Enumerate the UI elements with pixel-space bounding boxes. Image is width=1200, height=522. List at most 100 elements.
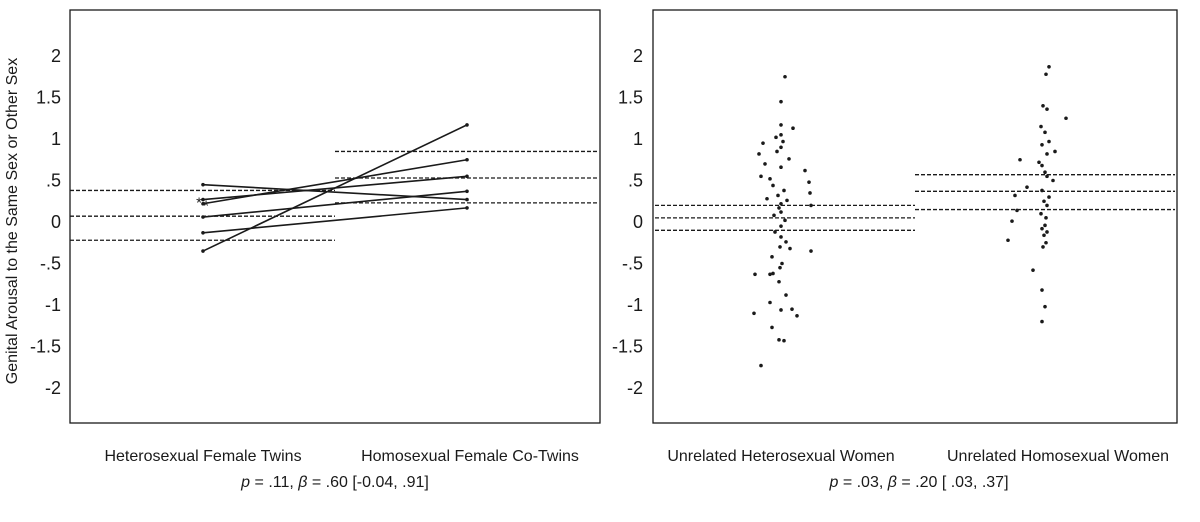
star-marker: * [203, 198, 209, 215]
data-point [777, 279, 781, 284]
data-point [465, 189, 469, 194]
data-point [779, 210, 783, 214]
y-tick-label: -.5 [622, 254, 643, 274]
data-point [1064, 116, 1068, 121]
y-tick-label: 0 [51, 212, 61, 232]
data-point [779, 99, 783, 104]
data-point [1053, 149, 1057, 154]
data-point [779, 308, 783, 312]
data-point [1047, 64, 1051, 69]
y-tick-label: 1.5 [36, 88, 61, 108]
data-point [776, 193, 780, 198]
data-point [808, 191, 812, 195]
data-point [201, 215, 205, 219]
data-point [465, 123, 469, 127]
data-point [759, 174, 763, 179]
data-point [1037, 160, 1041, 165]
y-tick-label: -1 [45, 295, 61, 315]
data-point [1041, 104, 1045, 108]
data-point [780, 261, 784, 266]
y-tick-label: -.5 [40, 254, 61, 274]
data-point [1025, 185, 1029, 189]
data-point [772, 213, 776, 218]
data-point [777, 338, 781, 342]
data-point [1040, 226, 1044, 231]
y-tick-label: -1 [627, 295, 643, 315]
data-point [771, 271, 775, 276]
data-point [778, 245, 782, 249]
pair-line [202, 190, 468, 218]
data-point [1013, 193, 1017, 198]
data-point [465, 206, 469, 210]
data-point [784, 293, 788, 297]
data-point [788, 246, 792, 251]
y-tick-label: 2 [51, 46, 61, 66]
data-point [771, 183, 775, 188]
data-point [782, 338, 786, 343]
pair-line [202, 207, 468, 234]
data-point [201, 182, 205, 187]
data-point [795, 313, 799, 318]
data-point [201, 230, 205, 235]
y-tick-label: -2 [45, 378, 61, 398]
data-point [807, 180, 811, 184]
data-point [1043, 304, 1047, 309]
data-point [1045, 203, 1049, 208]
pair-line [202, 158, 468, 205]
data-point [1006, 238, 1010, 243]
data-point [784, 240, 788, 244]
data-point [1045, 152, 1049, 156]
data-point [1039, 211, 1043, 216]
data-point [752, 311, 756, 316]
data-point [778, 265, 782, 270]
data-point [768, 300, 772, 305]
data-point [779, 165, 783, 170]
data-point [1043, 223, 1047, 228]
data-point [785, 198, 789, 203]
data-point [1047, 139, 1051, 144]
data-point [783, 74, 787, 79]
data-point [779, 235, 783, 239]
data-point [777, 206, 781, 210]
data-point [781, 139, 785, 144]
data-point [770, 325, 774, 330]
y-tick-label: .5 [46, 171, 61, 191]
data-point [1042, 233, 1046, 238]
pair-line [202, 183, 468, 201]
data-point [1040, 288, 1044, 292]
x-category-label: Homosexual Female Co-Twins [361, 448, 579, 465]
data-point [1044, 240, 1048, 245]
data-point [1039, 124, 1043, 129]
data-point [1043, 170, 1047, 174]
data-point [1042, 199, 1046, 204]
y-tick-label: 1 [633, 129, 643, 149]
x-category-label: Heterosexual Female Twins [104, 448, 301, 465]
y-tick-label: -2 [627, 378, 643, 398]
data-point [787, 157, 791, 161]
data-point [761, 141, 765, 145]
data-point [1040, 188, 1044, 193]
y-tick-label: 0 [633, 212, 643, 232]
data-point [791, 126, 795, 131]
data-point [1044, 216, 1048, 220]
stat-annotation-twins: p = .11, β = .60 [-0.04, .91] [240, 474, 429, 491]
data-point [753, 272, 757, 277]
data-point [201, 249, 205, 253]
pair-line [202, 124, 468, 252]
data-point [803, 168, 807, 173]
y-tick-label: -1.5 [30, 337, 61, 357]
data-point [201, 201, 205, 206]
data-point [779, 145, 783, 150]
data-point [1040, 319, 1044, 324]
data-point [779, 133, 783, 137]
plot-layer: 21.51.50-.5-1-1.5-221.51.50-.5-1-1.5-2* * [30, 46, 1175, 398]
data-point [465, 157, 469, 162]
data-point [763, 162, 767, 166]
data-point [1041, 245, 1045, 249]
data-point [783, 218, 787, 223]
data-point [790, 307, 794, 311]
data-point [1015, 208, 1019, 213]
data-point [765, 196, 769, 201]
data-point [1044, 72, 1048, 77]
